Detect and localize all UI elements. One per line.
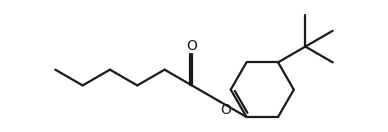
Text: O: O — [220, 103, 231, 117]
Text: O: O — [187, 39, 197, 53]
